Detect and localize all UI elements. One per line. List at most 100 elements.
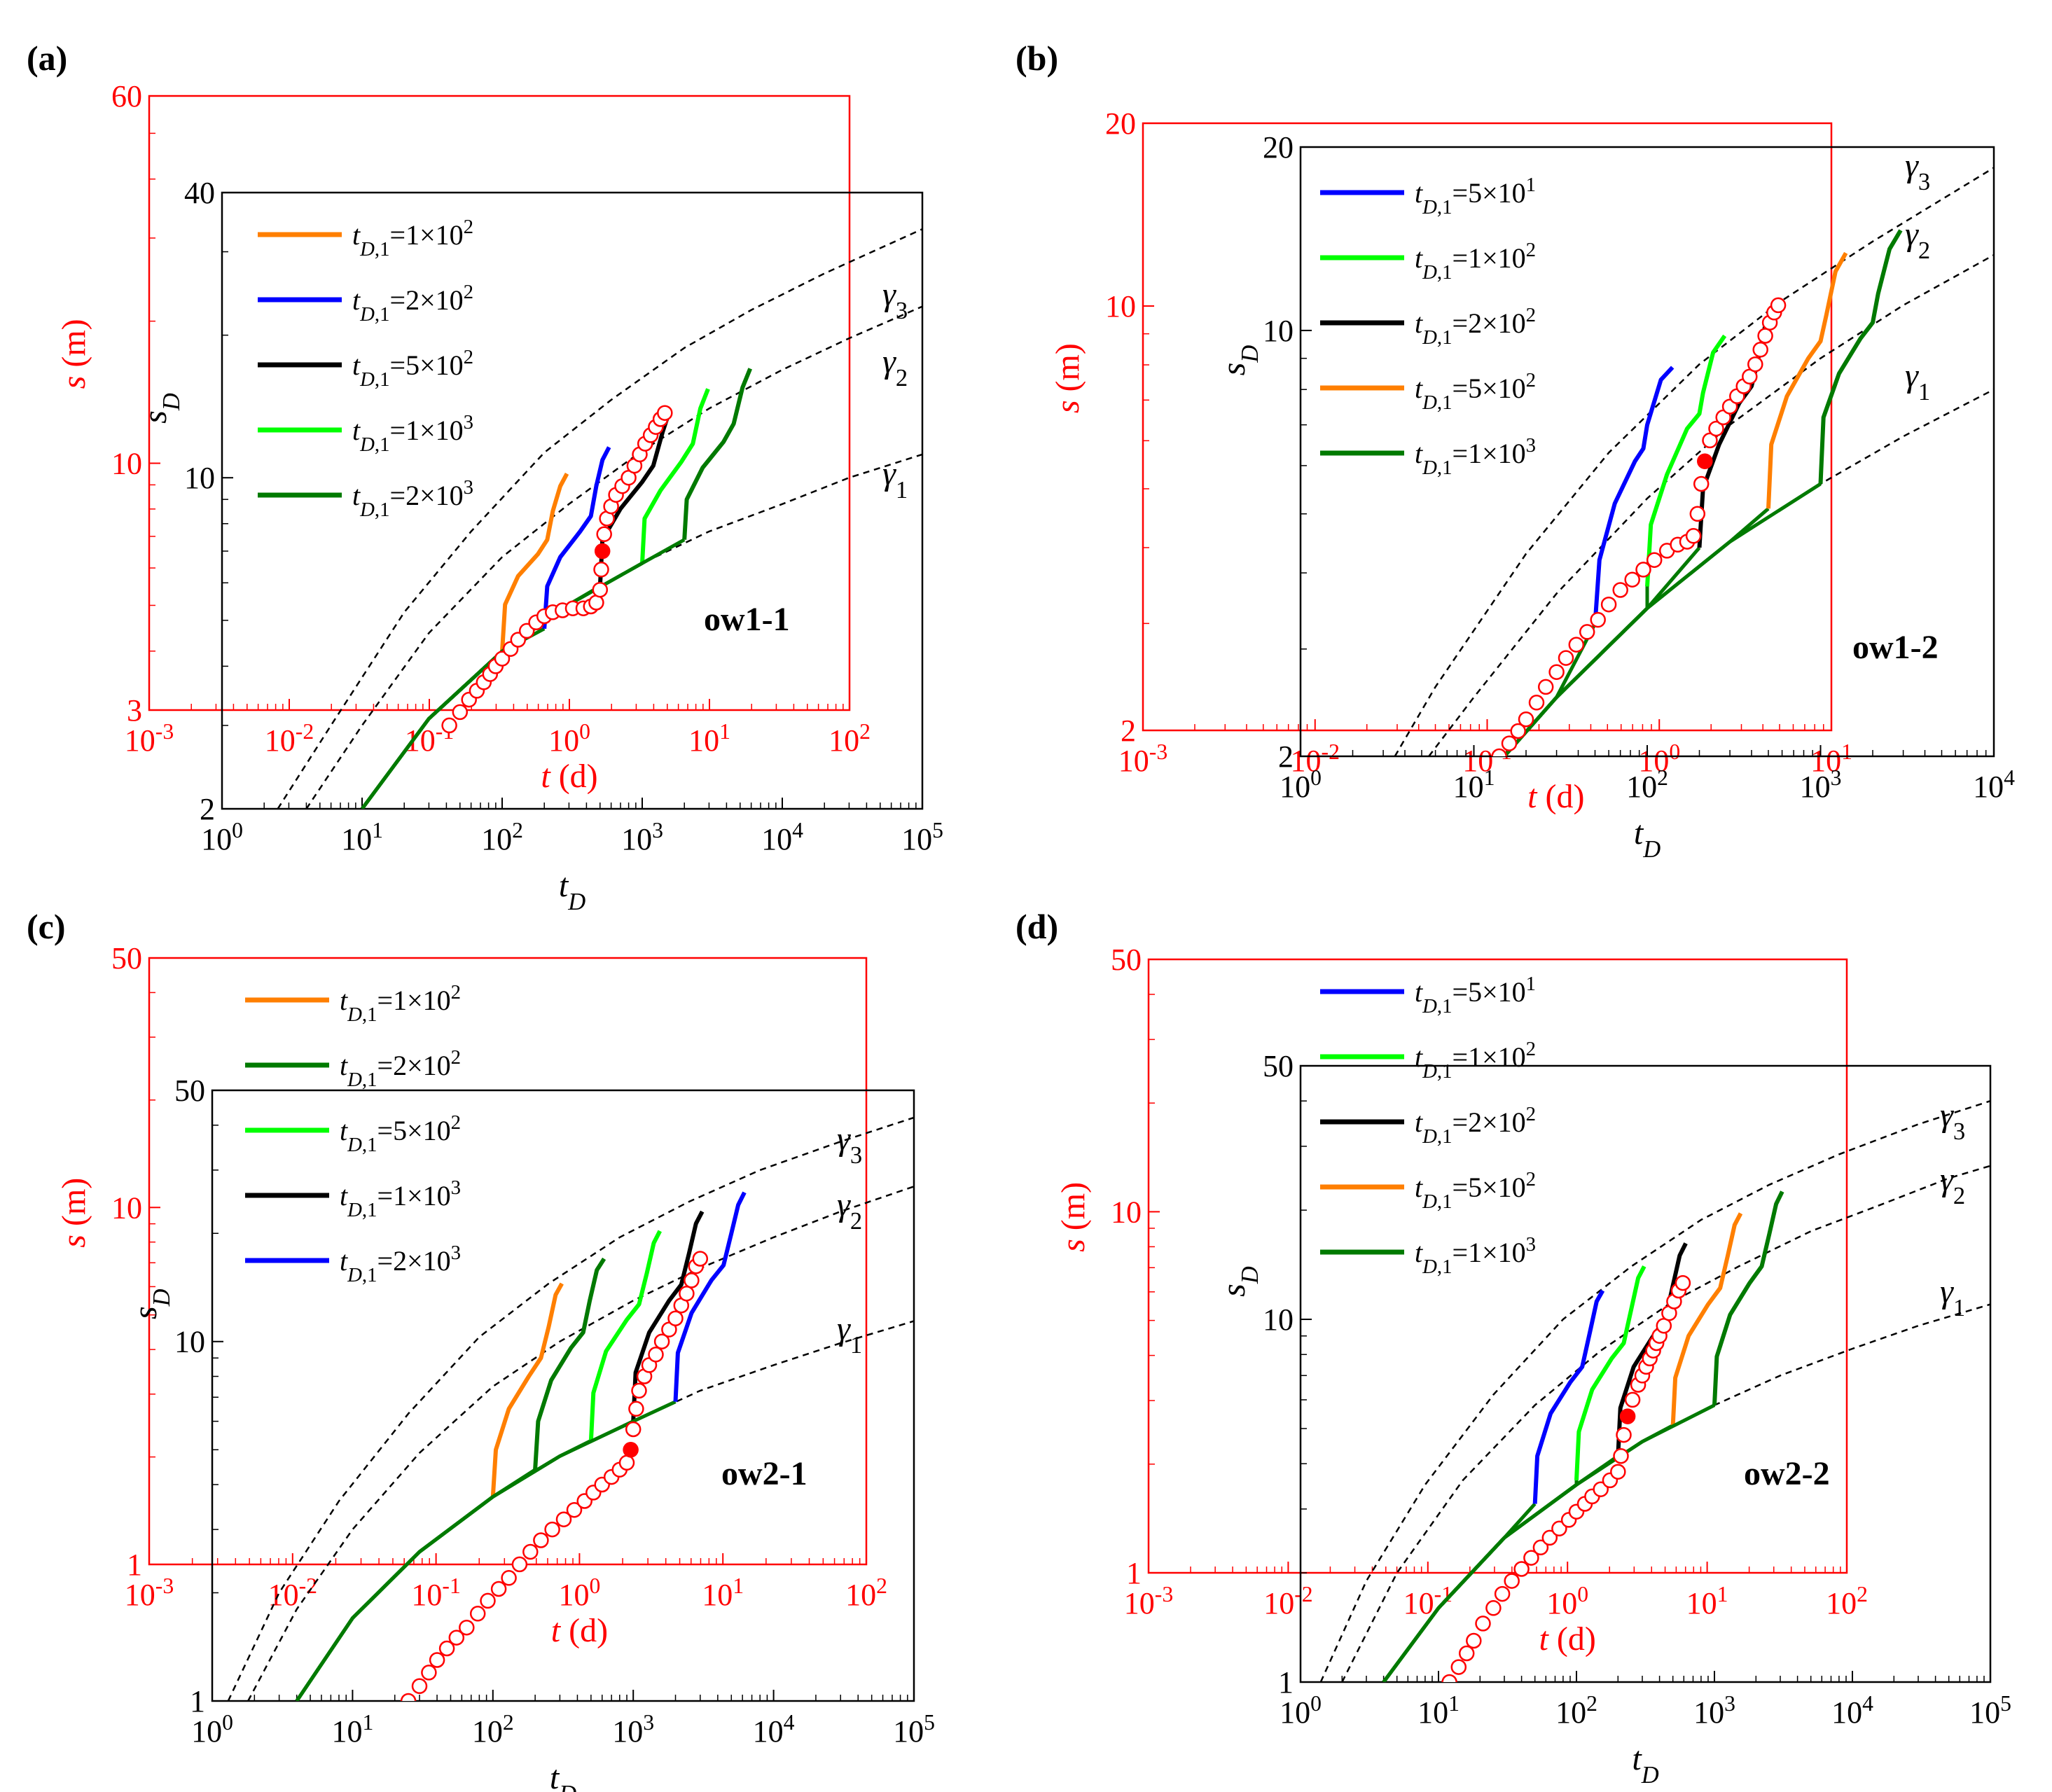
legend-label: tD,1=1×102 [352, 216, 473, 261]
inner-x-tick-label: 102 [481, 818, 523, 857]
inner-x-tick-label: 101 [1453, 765, 1495, 805]
observed-point [1501, 735, 1518, 751]
observed-filled-point [595, 543, 611, 559]
observed-point [1616, 1426, 1632, 1443]
observed-point [1624, 1391, 1641, 1408]
series-line-t_{D,1}=5×10^1 [1593, 366, 1675, 625]
outer-axes-frame [148, 957, 868, 1566]
observed-point [1551, 1520, 1567, 1537]
legend-label: tD,1=2×102 [352, 281, 473, 326]
gamma-label-3: γ3 [1940, 1097, 1965, 1145]
observed-point [1441, 1674, 1457, 1682]
inner-x-tick-label: 101 [341, 818, 383, 857]
outer-y-axis-label: s (m) [1049, 343, 1086, 413]
legend-label: tD,1=1×103 [1415, 1233, 1536, 1278]
observed-point [1770, 297, 1787, 314]
observed-point [653, 1333, 670, 1349]
inner-x-tick-label: 100 [201, 818, 243, 857]
outer-x-tick-label: 10-3 [125, 1574, 174, 1613]
inner-y-tick-label: 1 [1278, 1665, 1294, 1700]
reference-curve-γ1 [361, 453, 922, 809]
series-line-t_{D,1}=1×10^2 [1645, 334, 1727, 587]
series-line-t_{D,1}=1×10^3 [1712, 1190, 1784, 1405]
inner-y-tick-label: 2 [1278, 739, 1294, 774]
observed-filled-point [623, 1442, 639, 1458]
reference-curve-γ3 [1319, 1100, 1990, 1682]
series-line-t_{D,1}=1×10^2 [1574, 1265, 1647, 1481]
series-line-t_{D,1}=1×10^3 [640, 388, 710, 564]
observed-point [667, 1310, 684, 1326]
legend-label: tD,1=2×102 [1415, 1103, 1536, 1148]
observed-point [438, 1640, 455, 1657]
observed-point [618, 1454, 635, 1471]
observed-point [1708, 420, 1724, 437]
observed-point [1491, 748, 1507, 756]
inner-x-tick-label: 102 [1555, 1691, 1597, 1730]
observed-point [544, 1521, 560, 1538]
observed-point [1689, 506, 1706, 522]
gamma-label-3: γ3 [1905, 147, 1930, 195]
panel-tag: (c) [27, 907, 66, 946]
observed-point [1485, 1600, 1502, 1616]
observed-point [1646, 552, 1663, 568]
legend-label: tD,1=1×102 [1415, 1038, 1536, 1083]
inner-x-tick-label: 104 [1973, 765, 2015, 805]
series-base-t_{D,1}=2×10^3 [360, 538, 686, 809]
observed-point [448, 1630, 465, 1646]
inner-y-tick-label: 10 [184, 461, 215, 495]
series-base-t_{D,1}=5×10^2 [1503, 507, 1770, 756]
observed-point [1458, 1645, 1475, 1662]
inner-x-axis-label: tD [1632, 1740, 1658, 1788]
observed-point [1685, 528, 1702, 544]
series-line-t_{D,1}=2×10^3 [673, 1191, 747, 1402]
outer-y-tick-label: 2 [1121, 714, 1136, 748]
outer-x-tick-label: 10-3 [1118, 739, 1167, 779]
series-base-t_{D,1}=1×10^3 [1382, 1403, 1716, 1682]
well-label: ow1-1 [704, 601, 790, 638]
inner-x-axis-label: tD [550, 1759, 576, 1792]
observed-point [692, 1251, 709, 1267]
observed-point [648, 1347, 664, 1363]
gamma-label-3: γ3 [882, 276, 908, 324]
inner-x-tick-label: 102 [1626, 765, 1668, 805]
observed-point [480, 1592, 496, 1609]
inner-x-tick-label: 102 [472, 1710, 514, 1749]
observed-point [684, 1272, 700, 1289]
series-line-t_{D,1}=1×10^3 [631, 1210, 705, 1422]
series-line-t_{D,1}=2×10^2 [533, 1257, 606, 1470]
observed-point [1504, 1573, 1520, 1589]
inner-x-tick-label: 104 [753, 1710, 795, 1749]
reference-curve-γ2 [1428, 254, 1994, 756]
outer-x-tick-label: 100 [1638, 739, 1680, 779]
observed-point [1675, 1274, 1691, 1291]
observed-point [459, 1619, 475, 1636]
outer-y-tick-label: 50 [111, 941, 142, 975]
legend-label: tD,1=1×103 [340, 1176, 461, 1221]
inner-x-tick-label: 103 [1693, 1691, 1735, 1730]
inner-y-tick-label: 50 [1263, 1049, 1294, 1083]
outer-y-tick-label: 1 [1126, 1556, 1142, 1590]
series-line-t_{D,1}=5×10^2 [588, 1230, 662, 1441]
gamma-label-2: γ2 [1905, 216, 1930, 264]
outer-x-axis-label: t (d) [1539, 1620, 1596, 1658]
outer-x-tick-label: 10-3 [125, 719, 174, 758]
legend-label: tD,1=2×102 [340, 1046, 461, 1091]
observed-point [441, 717, 457, 734]
series-base-t_{D,1}=1×10^3 [295, 1419, 635, 1701]
outer-x-tick-label: 101 [1686, 1582, 1728, 1621]
inner-x-tick-label: 100 [191, 1710, 233, 1749]
observed-point [1541, 1529, 1558, 1546]
observed-point [657, 405, 673, 421]
well-label: ow1-2 [1852, 629, 1939, 666]
legend-label: tD,1=1×102 [1415, 239, 1536, 284]
series-base-t_{D,1}=1×10^3 [1503, 482, 1822, 756]
outer-x-tick-label: 101 [1810, 739, 1852, 779]
outer-x-tick-label: 10-3 [1124, 1582, 1173, 1621]
observed-point [679, 1285, 695, 1302]
outer-y-tick-label: 60 [111, 79, 142, 113]
inner-x-tick-label: 100 [1280, 765, 1322, 805]
legend-label: tD,1=1×103 [1415, 434, 1536, 479]
observed-point [588, 595, 604, 611]
series-base-t_{D,1}=1×10^2 [295, 1495, 494, 1701]
